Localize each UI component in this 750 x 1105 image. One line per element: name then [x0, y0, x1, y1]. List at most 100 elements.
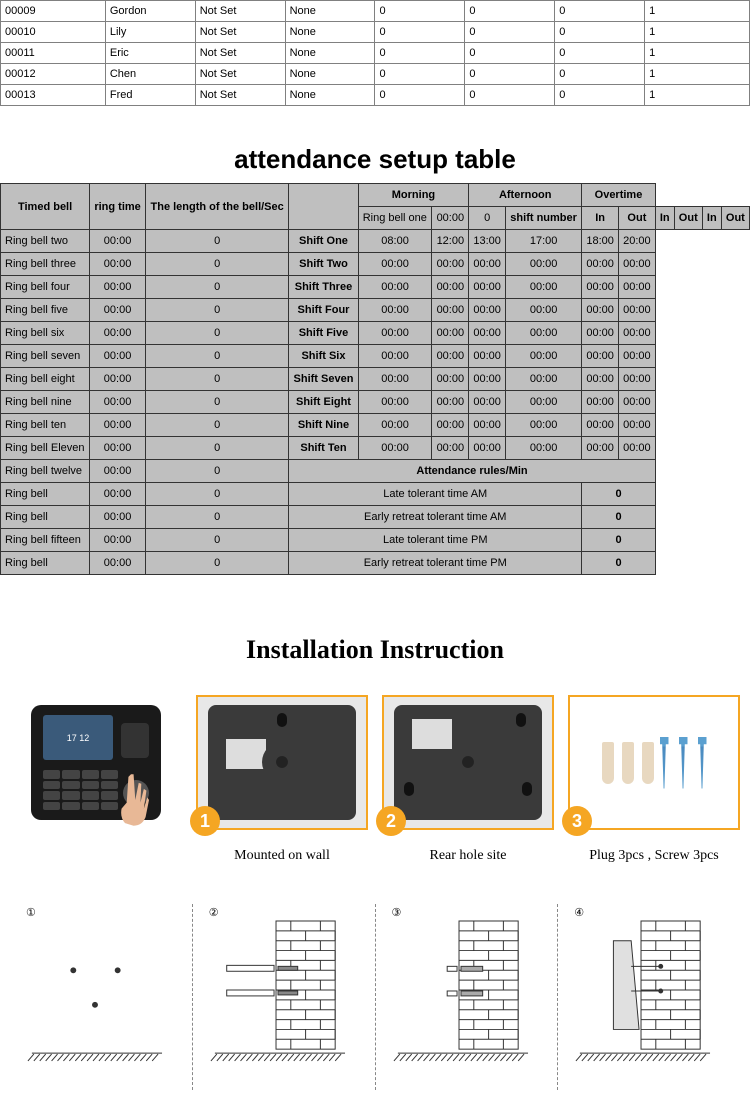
attendance-table: Timed bellring timeThe length of the bel…: [0, 183, 750, 575]
diagram-icon: [572, 910, 730, 1070]
table-cell: shift number: [506, 207, 582, 230]
device-screen: 17 12: [43, 715, 113, 760]
install-image: 2: [382, 695, 554, 830]
table-cell: 0: [465, 85, 555, 106]
table-cell: 00:00: [469, 276, 506, 299]
step-diagram: ①: [10, 904, 192, 1090]
table-cell: Shift Three: [289, 276, 358, 299]
table-cell: 13:00: [469, 230, 506, 253]
fingerprint-sensor: [121, 723, 149, 758]
table-cell: 00:00: [469, 414, 506, 437]
table-cell: 00:00: [90, 483, 146, 506]
table-cell: Timed bell: [1, 184, 90, 230]
screw-icon: [679, 737, 688, 789]
install-item: 2Rear hole site: [382, 695, 554, 864]
table-cell: 00:00: [432, 207, 469, 230]
table-cell: 0: [375, 1, 465, 22]
table-row: Ring bell Eleven00:000Shift Ten00:0000:0…: [1, 437, 750, 460]
table-cell: 0: [555, 43, 645, 64]
table-cell: 00:00: [90, 437, 146, 460]
table-cell: 00:00: [506, 437, 582, 460]
step-number-badge: 1: [190, 806, 220, 836]
table-cell: 00:00: [432, 368, 469, 391]
install-image: 17 12: [10, 695, 182, 830]
table-cell: Afternoon: [469, 184, 582, 207]
table-cell: 00:00: [506, 276, 582, 299]
table-cell: 00:00: [469, 299, 506, 322]
step-number: ③: [392, 906, 402, 919]
table-cell: Ring bell ten: [1, 414, 90, 437]
table-cell: 08:00: [358, 230, 432, 253]
employee-table: 00009GordonNot SetNone000100010LilyNot S…: [0, 0, 750, 106]
table-row: 00010LilyNot SetNone0001: [1, 22, 750, 43]
table-cell: 00:00: [619, 368, 656, 391]
table-cell: 00013: [1, 85, 106, 106]
plug-icon: [642, 742, 654, 784]
table-cell: 00:00: [619, 414, 656, 437]
table-cell: 00:00: [358, 391, 432, 414]
table-cell: Early retreat tolerant time PM: [289, 552, 582, 575]
table-cell: 00:00: [619, 437, 656, 460]
table-cell: Shift Five: [289, 322, 358, 345]
device-mockup: 17 12: [31, 705, 161, 820]
table-cell: 00:00: [582, 368, 619, 391]
table-row: Ring bell five00:000Shift Four00:0000:00…: [1, 299, 750, 322]
table-cell: Out: [721, 207, 749, 230]
table-cell: 00:00: [432, 437, 469, 460]
table-cell: Shift Six: [289, 345, 358, 368]
rear-panel: [394, 705, 542, 820]
table-cell: 0: [146, 276, 289, 299]
table-cell: Ring bell: [1, 483, 90, 506]
table-cell: 00:00: [619, 299, 656, 322]
table-cell: 00:00: [619, 276, 656, 299]
table-cell: 00:00: [90, 460, 146, 483]
table-row: 00013FredNot SetNone0001: [1, 85, 750, 106]
table-cell: Ring bell three: [1, 253, 90, 276]
table-cell: None: [285, 85, 375, 106]
table-cell: 0: [146, 345, 289, 368]
table-cell: 0: [375, 22, 465, 43]
table-cell: Ring bell: [1, 506, 90, 529]
diagram-icon: [24, 910, 182, 1070]
table-cell: 1: [645, 22, 750, 43]
install-image: 1: [196, 695, 368, 830]
table-cell: 00:00: [506, 391, 582, 414]
table-cell: Ring bell five: [1, 299, 90, 322]
table-cell: 0: [146, 506, 289, 529]
table-cell: 0: [146, 253, 289, 276]
table-cell: 20:00: [619, 230, 656, 253]
table-cell: Late tolerant time PM: [289, 529, 582, 552]
step-number-badge: 2: [376, 806, 406, 836]
table-cell: 00:00: [90, 529, 146, 552]
table-cell: 00:00: [619, 253, 656, 276]
install-image: 3: [568, 695, 740, 830]
table-cell: 1: [645, 85, 750, 106]
table-row: Ring bell two00:000Shift One08:0012:0013…: [1, 230, 750, 253]
table-cell: None: [285, 64, 375, 85]
table-cell: 0: [465, 22, 555, 43]
table-row: Ring bell00:000Early retreat tolerant ti…: [1, 552, 750, 575]
screw-icon: [660, 737, 669, 789]
speaker-icon: [448, 742, 488, 782]
table-cell: 0: [146, 552, 289, 575]
rear-panel: [208, 705, 356, 820]
table-cell: 00:00: [432, 345, 469, 368]
plug-icon: [622, 742, 634, 784]
table-cell: 00:00: [90, 345, 146, 368]
table-cell: Shift Four: [289, 299, 358, 322]
table-cell: Ring bell seven: [1, 345, 90, 368]
table-cell: 0: [146, 529, 289, 552]
table-cell: 00:00: [90, 506, 146, 529]
install-item: 1Mounted on wall: [196, 695, 368, 864]
table-cell: 00:00: [432, 391, 469, 414]
table-cell: 00:00: [432, 299, 469, 322]
table-cell: 00:00: [358, 253, 432, 276]
table-cell: 00:00: [506, 299, 582, 322]
table-row: Ring bell seven00:000Shift Six00:0000:00…: [1, 345, 750, 368]
table-cell: Ring bell two: [1, 230, 90, 253]
table-cell: The length of the bell/Sec: [146, 184, 289, 230]
hardware-set: [570, 697, 738, 828]
table-cell: 0: [146, 483, 289, 506]
table-cell: 00:00: [90, 276, 146, 299]
table-cell: 17:00: [506, 230, 582, 253]
